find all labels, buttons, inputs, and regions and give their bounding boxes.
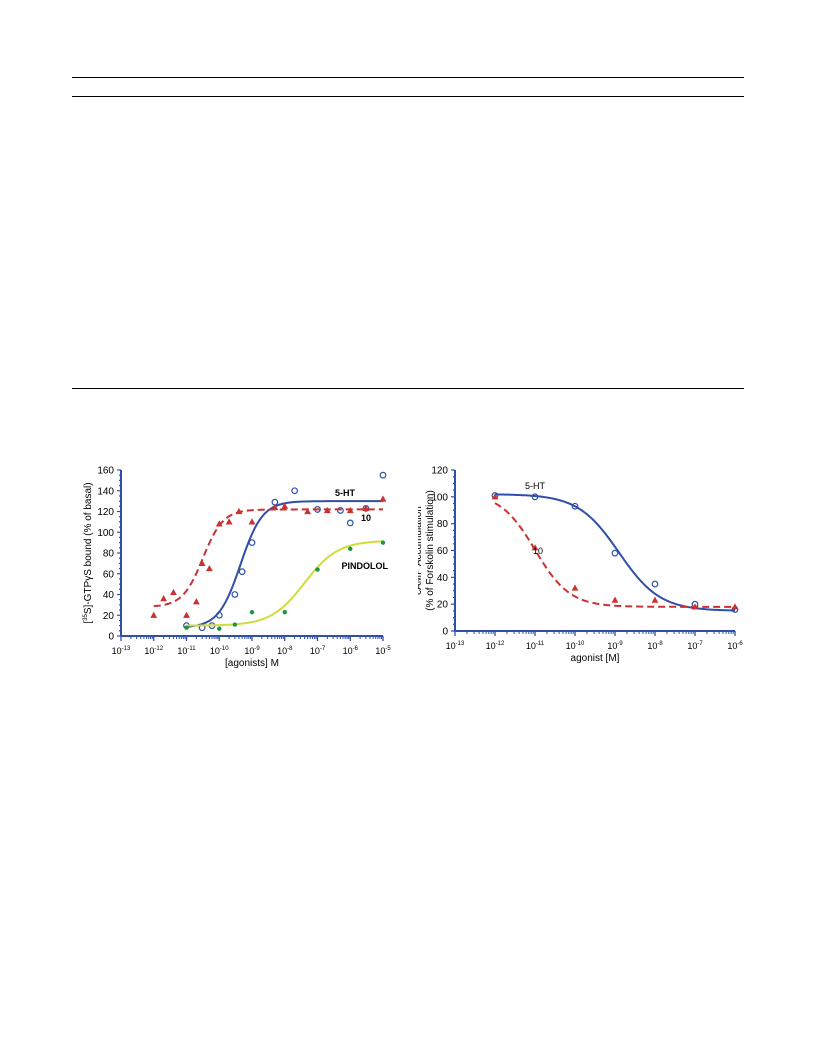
data-point	[348, 546, 353, 552]
data-point	[231, 591, 239, 598]
camp-accumulation-chart: 0 20 40 60 80 100 120 10-13 10-12 10-11 10-10 10-9 1…	[418, 466, 743, 665]
data-point	[346, 519, 354, 527]
data-point	[170, 588, 177, 596]
data-point	[271, 503, 279, 510]
x-tick-label: 10-6	[343, 646, 359, 656]
x-tick-label: 10-5	[375, 646, 391, 656]
series-label: 10	[533, 546, 543, 556]
y-axis-label: cAMP Accumulation	[418, 506, 424, 595]
data-point	[281, 502, 289, 509]
data-point	[217, 626, 222, 631]
data-point	[571, 502, 579, 510]
data-point	[248, 518, 256, 525]
x-tick-label: 10-7	[687, 641, 703, 651]
x-tick-label: 10-10	[566, 641, 585, 651]
data-point	[531, 493, 539, 501]
data-point	[235, 507, 243, 515]
data-point	[232, 622, 238, 627]
x-axis-label: agonist [M]	[571, 653, 620, 664]
data-point	[198, 559, 206, 566]
series-curve-1	[153, 508, 383, 608]
data-point	[184, 625, 189, 630]
x-tick-label: 10-13	[446, 641, 465, 651]
data-point	[225, 518, 233, 525]
data-point	[362, 504, 370, 511]
x-tick-label: 10-8	[277, 646, 293, 656]
x-axis-label: [agonists] M	[225, 658, 279, 669]
data-point	[571, 584, 579, 591]
data-point	[491, 493, 499, 500]
data-point	[380, 540, 386, 545]
series-label: 10	[361, 513, 371, 523]
data-point	[651, 580, 659, 588]
gtpgs-binding-chart: 0 20 40 60 80 100 120 140 160 10-13 10-12 10-11 10-1…	[83, 466, 391, 670]
x-tick-label: 10-7	[310, 646, 326, 656]
data-point	[379, 495, 387, 502]
data-point	[248, 539, 256, 547]
x-tick-label: 10-13	[112, 646, 131, 656]
data-point	[215, 611, 223, 619]
y-tick-label: 80	[103, 549, 115, 560]
data-point	[651, 596, 659, 603]
x-tick-label: 10-10	[210, 646, 229, 656]
y-tick-label: 60	[103, 569, 115, 580]
data-point	[150, 611, 158, 618]
data-point	[691, 603, 699, 610]
x-tick-label: 10-11	[526, 641, 545, 651]
table-header-rule	[72, 96, 744, 97]
y-tick-label: 20	[103, 611, 115, 622]
x-tick-label: 10-6	[727, 641, 743, 651]
y-axis-label: (% of Forskolin stimulation)	[425, 490, 436, 611]
data-point	[315, 567, 320, 572]
x-tick-label: 10-12	[144, 646, 163, 656]
y-tick-label: 120	[97, 507, 114, 518]
y-axis-label: [35S]-GTPγS bound (% of basal)	[83, 482, 94, 623]
data-point	[205, 564, 213, 572]
series-label: PINDOLOL	[342, 561, 389, 571]
data-point	[282, 609, 287, 615]
data-point	[611, 549, 619, 557]
x-tick-label: 10-9	[607, 641, 623, 651]
y-tick-label: 0	[442, 627, 448, 638]
x-tick-label: 10-11	[177, 646, 196, 656]
x-tick-label: 10-8	[647, 641, 663, 651]
data-point	[346, 506, 354, 514]
table-bottom-rule	[72, 388, 744, 389]
top-rule	[72, 77, 744, 78]
data-point	[238, 568, 246, 576]
y-tick-label: 100	[431, 492, 448, 503]
data-point	[291, 487, 299, 495]
data-point	[336, 507, 344, 514]
x-tick-label: 10-9	[244, 646, 260, 656]
y-tick-label: 160	[97, 466, 114, 477]
series-label: 5-HT	[335, 488, 356, 498]
y-tick-label: 140	[97, 486, 114, 497]
series-label: 5-HT	[525, 481, 546, 491]
data-point	[379, 471, 387, 479]
y-tick-label: 120	[431, 466, 448, 477]
data-point	[611, 596, 619, 603]
series-curve-1	[494, 502, 735, 608]
data-point	[249, 609, 255, 615]
y-tick-label: 80	[437, 519, 449, 530]
y-tick-label: 0	[108, 632, 114, 643]
data-point	[531, 544, 539, 551]
data-point	[192, 598, 200, 605]
y-tick-label: 20	[437, 600, 449, 611]
series-curve-0	[494, 493, 736, 612]
y-tick-label: 60	[437, 546, 449, 557]
data-point	[215, 520, 223, 527]
data-point	[731, 603, 739, 610]
data-point	[304, 507, 312, 515]
series-curve-2	[186, 540, 384, 627]
data-point	[323, 506, 331, 514]
x-tick-label: 10-12	[486, 641, 505, 651]
data-point	[160, 595, 168, 602]
y-tick-label: 100	[97, 528, 114, 539]
y-tick-label: 40	[437, 573, 449, 584]
data-point	[183, 611, 190, 618]
y-tick-label: 40	[103, 590, 115, 601]
